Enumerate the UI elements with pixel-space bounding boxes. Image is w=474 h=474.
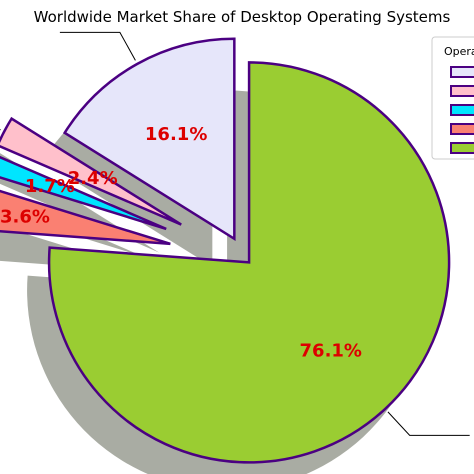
legend: Operating Systems bbox=[431, 36, 474, 160]
pie-slice bbox=[0, 116, 182, 226]
value-label: 16.1% bbox=[145, 124, 207, 145]
slice-shadow bbox=[0, 225, 149, 272]
legend-items bbox=[450, 66, 474, 154]
legend-swatch bbox=[450, 104, 474, 116]
legend-swatch bbox=[450, 142, 474, 154]
legend-swatch bbox=[450, 123, 474, 135]
pie-slice bbox=[0, 189, 171, 246]
legend-swatch bbox=[450, 66, 474, 78]
value-label: 1.7% bbox=[25, 176, 75, 197]
leader-line bbox=[0, 129, 1, 131]
leader-line bbox=[59, 31, 136, 61]
pie-slice bbox=[47, 61, 451, 464]
leader-lines bbox=[0, 31, 470, 436]
value-label: 2.4% bbox=[68, 168, 118, 189]
legend-swatch bbox=[450, 85, 474, 97]
value-labels: 16.1% 2.4%1.7% 3.6% 76.1% bbox=[0, 124, 362, 362]
value-label: 3.6% bbox=[0, 206, 50, 227]
legend-title: Operating Systems bbox=[444, 45, 474, 58]
value-label: 76.1% bbox=[300, 340, 362, 361]
leader-line bbox=[387, 411, 470, 436]
chart-title: Worldwide Market Share of Desktop Operat… bbox=[34, 8, 451, 26]
pie-slice bbox=[62, 37, 236, 242]
slices bbox=[0, 37, 451, 464]
